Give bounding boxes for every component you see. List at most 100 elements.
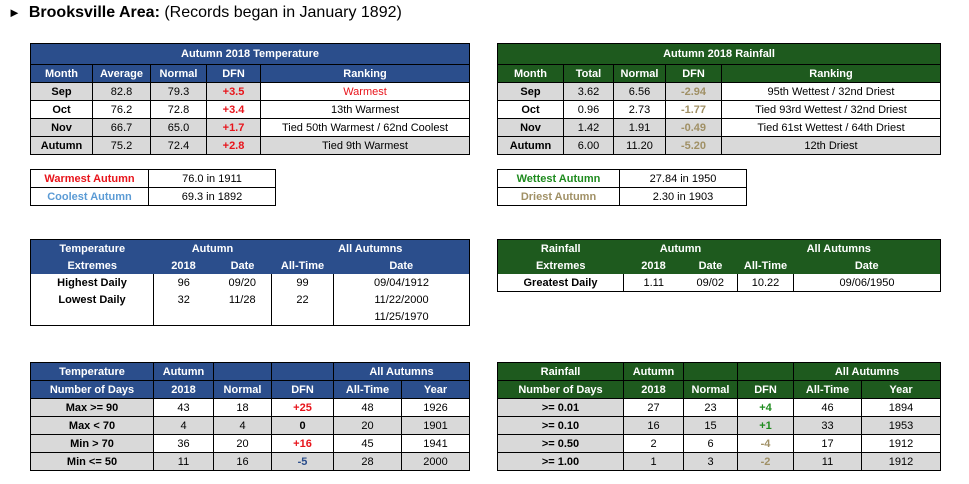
- col-all-time: All-Time: [333, 380, 402, 399]
- extremes-header-line2: Extremes: [30, 257, 154, 274]
- table-row: >= 0.10 16 15 +1 33 1953: [497, 416, 941, 435]
- ranking-cell: 95th Wettest / 32nd Driest: [721, 82, 941, 101]
- table-row: Nov 1.42 1.91 -0.49 Tied 61st Wettest / …: [497, 118, 941, 137]
- ranking-cell: Tied 50th Warmest / 62nd Coolest: [260, 118, 470, 137]
- table-row: Oct 76.2 72.8 +3.4 13th Warmest: [30, 100, 470, 119]
- extremes-header-line1: Temperature: [30, 239, 154, 257]
- table-row: Lowest Daily 32 11/28 22 11/22/2000: [30, 291, 470, 308]
- month-cell: Nov: [497, 118, 564, 137]
- table-row: >= 1.00 1 3 -2 11 1912: [497, 452, 941, 471]
- table-row: Min <= 50 11 16 -5 28 2000: [30, 452, 470, 471]
- table-row: Sep 82.8 79.3 +3.5 Warmest: [30, 82, 470, 101]
- alltime-cell: [271, 308, 335, 326]
- year-cell: 1894: [861, 398, 941, 417]
- average-cell: 75.2: [92, 136, 151, 155]
- blank-header: [271, 362, 334, 381]
- col-dfn: DFN: [206, 64, 261, 83]
- normal-cell: 11.20: [613, 136, 666, 155]
- normal-cell: 18: [213, 398, 272, 417]
- value-cell: 1: [623, 452, 684, 471]
- ranking-cell: Warmest: [260, 82, 470, 101]
- temperature-days-table: Temperature Autumn All Autumns Number of…: [30, 362, 470, 471]
- col-normal: Normal: [613, 64, 666, 83]
- col-2018: 2018: [153, 380, 214, 399]
- table-row: Nov 66.7 65.0 +1.7 Tied 50th Warmest / 6…: [30, 118, 470, 137]
- area-title: Brooksville Area:: [28, 4, 160, 21]
- value-cell: [154, 308, 214, 326]
- row-label: Greatest Daily: [497, 274, 624, 292]
- normal-cell: 3: [683, 452, 738, 471]
- normal-cell: 4: [213, 416, 272, 435]
- table-row: Wettest Autumn 27.84 in 1950: [497, 169, 747, 188]
- autumn-header: Autumn: [623, 362, 684, 381]
- extremes-header-line1: Rainfall: [497, 239, 624, 257]
- table-row: Max < 70 4 4 0 20 1901: [30, 416, 470, 435]
- table-row: Warmest Autumn 76.0 in 1911: [30, 169, 276, 188]
- dfn-cell: -5.20: [665, 136, 722, 155]
- month-cell: Nov: [30, 118, 93, 137]
- col-average: Average: [92, 64, 151, 83]
- all-autumns-group-header: All Autumns: [333, 362, 470, 381]
- all-autumns-group-header: All Autumns: [271, 239, 470, 257]
- normal-cell: 65.0: [150, 118, 207, 137]
- year-cell: 1941: [401, 434, 470, 453]
- table-row: 11/25/1970: [30, 308, 470, 326]
- year-cell: 1901: [401, 416, 470, 435]
- dfn-cell: +3.4: [206, 100, 261, 119]
- dfn-cell: +4: [737, 398, 794, 417]
- col-ranking: Ranking: [260, 64, 470, 83]
- value-cell: 43: [153, 398, 214, 417]
- alltime-cell: 99: [271, 274, 335, 291]
- blank-header: [737, 362, 794, 381]
- dfn-cell: +1: [737, 416, 794, 435]
- date-cell: [213, 308, 273, 326]
- month-cell: Autumn: [497, 136, 564, 155]
- col-ranking: Ranking: [721, 64, 941, 83]
- col-normal: Normal: [150, 64, 207, 83]
- normal-cell: 1.91: [613, 118, 666, 137]
- warmest-autumn-label: Warmest Autumn: [30, 169, 149, 188]
- driest-autumn-label: Driest Autumn: [497, 187, 620, 206]
- dfn-cell: -4: [737, 434, 794, 453]
- ranking-cell: Tied 61st Wettest / 64th Driest: [721, 118, 941, 137]
- temperature-table: Autumn 2018 Temperature Month Average No…: [30, 43, 470, 155]
- days-header-line2: Number of Days: [30, 380, 154, 399]
- table-row: Sep 3.62 6.56 -2.94 95th Wettest / 32nd …: [497, 82, 941, 101]
- alltime-date-cell: 09/06/1950: [839, 276, 895, 289]
- alltime-date-cell: 11/25/1970: [374, 310, 429, 323]
- date-cell: 09/20: [213, 274, 273, 291]
- month-cell: Sep: [30, 82, 93, 101]
- days-header-line1: Rainfall: [497, 362, 624, 381]
- blank-header: [213, 362, 272, 381]
- dfn-cell: 0: [271, 416, 334, 435]
- alltime-cell: 48: [333, 398, 402, 417]
- days-header-line2: Number of Days: [497, 380, 624, 399]
- dfn-cell: +25: [271, 398, 334, 417]
- wettest-autumn-value: 27.84 in 1950: [619, 169, 747, 188]
- alltime-date-cell: 09/04/1912: [373, 276, 430, 289]
- temperature-table-title: Autumn 2018 Temperature: [30, 43, 470, 65]
- date-cell: 11/28: [213, 291, 273, 308]
- dfn-cell: -1.77: [665, 100, 722, 119]
- year-cell: 1953: [861, 416, 941, 435]
- alltime-cell: 10.22: [737, 274, 795, 292]
- total-cell: 0.96: [563, 100, 614, 119]
- col-total: Total: [563, 64, 614, 83]
- alltime-cell: 45: [333, 434, 402, 453]
- days-header-line1: Temperature: [30, 362, 154, 381]
- blank-header: [683, 362, 738, 381]
- value-cell: 2: [623, 434, 684, 453]
- rainfall-days-table: Rainfall Autumn All Autumns Number of Da…: [497, 362, 941, 471]
- value-cell: 32: [177, 293, 190, 306]
- alltime-date-cell: 11/22/2000: [374, 293, 429, 306]
- year-cell: 1912: [861, 434, 941, 453]
- row-label: >= 0.50: [497, 434, 624, 453]
- col-month: Month: [497, 64, 564, 83]
- month-cell: Autumn: [30, 136, 93, 155]
- table-row: Greatest Daily 1.11 09/02 10.22 09/06/19…: [497, 274, 941, 292]
- ranking-cell: Tied 93rd Wettest / 32nd Driest: [721, 100, 941, 119]
- row-label: Max < 70: [30, 416, 154, 435]
- table-row: Highest Daily 96 09/20 99 09/04/1912: [30, 274, 470, 291]
- normal-cell: 15: [683, 416, 738, 435]
- value-cell: 1.11: [643, 276, 665, 289]
